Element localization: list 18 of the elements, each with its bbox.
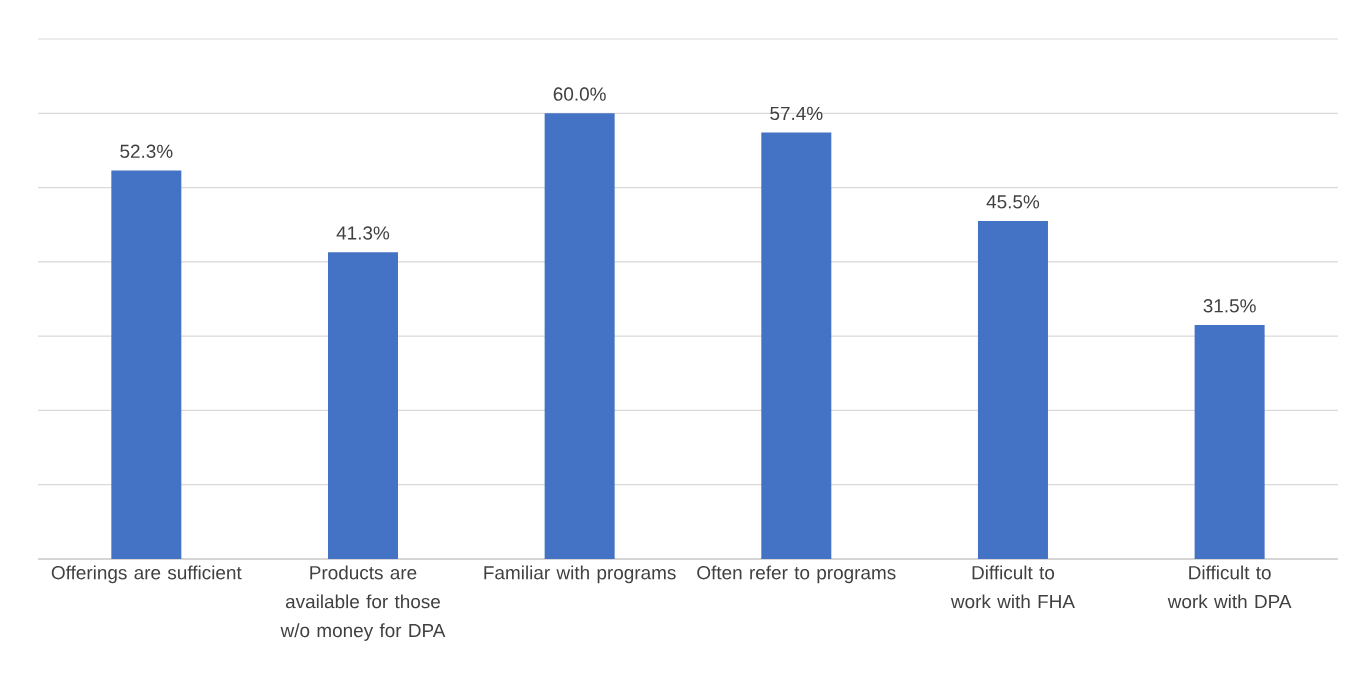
- data-label: 60.0%: [553, 87, 606, 101]
- data-label: 41.3%: [336, 226, 390, 240]
- x-tick-label: Offerings are sufficient: [51, 565, 242, 584]
- x-tick-label: Products are available for those w/o money for DPA: [280, 565, 446, 641]
- x-tick-label: Familiar with programs: [484, 565, 676, 584]
- data-label: 31.5%: [1203, 299, 1256, 313]
- data-label: 57.4%: [770, 106, 823, 121]
- bar: [1194, 325, 1265, 559]
- bar: [761, 132, 832, 559]
- x-tick-label: Difficult to work with FHA: [950, 565, 1075, 609]
- bar: [111, 170, 182, 559]
- bar: [977, 221, 1048, 559]
- bar: [327, 252, 398, 559]
- data-label: 45.5%: [986, 195, 1040, 209]
- x-tick-label: Difficult to work with DPA: [1167, 565, 1292, 609]
- data-label: 52.3%: [120, 144, 173, 158]
- x-tick-label: Often refer to programs: [697, 565, 896, 584]
- bar: [544, 113, 615, 559]
